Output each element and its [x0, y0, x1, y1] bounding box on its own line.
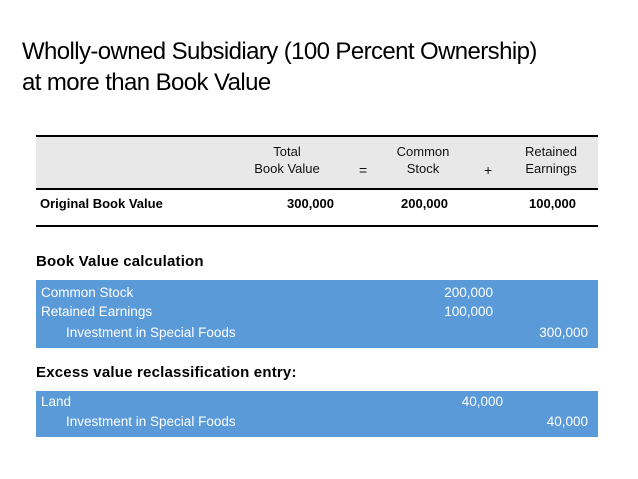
slide-title: Wholly-owned Subsidiary (100 Percent Own…	[22, 36, 622, 98]
journal-debit: 40,000	[461, 394, 503, 409]
journal-credit: 300,000	[539, 325, 588, 340]
journal-account: Retained Earnings	[41, 304, 153, 319]
header-total-line-1: Total	[273, 144, 301, 159]
slide-title-line-2: at more than Book Value	[22, 69, 271, 96]
journal-account: Land	[41, 394, 72, 409]
journal-account: Investment in Special Foods	[66, 325, 236, 340]
journal-debit: 100,000	[444, 304, 493, 319]
table-bottom-rule	[36, 225, 598, 227]
journal-row: Retained Earnings 100,000	[36, 302, 598, 321]
journal-row: Investment in Special Foods 300,000	[36, 323, 598, 342]
table-top-rule	[36, 135, 598, 137]
journal-debit: 200,000	[444, 285, 493, 300]
excess-entry-box: Land 40,000 Investment in Special Foods …	[36, 391, 598, 437]
book-value-calc-box: Common Stock 200,000 Retained Earnings 1…	[36, 280, 598, 348]
journal-row: Land 40,000	[36, 392, 598, 411]
journal-credit: 40,000	[546, 414, 588, 429]
header-total-book-value: Total Book Value	[242, 143, 332, 177]
plus-sign: +	[484, 162, 493, 178]
row-retained-value: 100,000	[529, 196, 576, 211]
excess-entry-label: Excess value reclassification entry:	[36, 364, 297, 381]
slide-title-line-1: Wholly-owned Subsidiary (100 Percent Own…	[22, 38, 537, 65]
header-common-stock: Common Stock	[378, 143, 468, 177]
header-total-line-2: Book Value	[254, 161, 320, 176]
header-retained-earnings: Retained Earnings	[506, 143, 596, 177]
header-retained-line-1: Retained	[524, 144, 578, 159]
table-header-band	[36, 135, 598, 188]
header-common-line-2: Stock	[406, 161, 440, 176]
journal-row: Investment in Special Foods 40,000	[36, 412, 598, 431]
row-total-value: 300,000	[287, 196, 334, 211]
equals-sign: =	[359, 162, 368, 178]
header-common-line-1: Common	[396, 144, 450, 159]
journal-account: Common Stock	[41, 285, 134, 300]
journal-row: Common Stock 200,000	[36, 283, 598, 302]
table-header-rule	[36, 188, 598, 190]
book-value-table: Total Book Value = Common Stock + Retain…	[36, 135, 598, 227]
book-value-calc-label: Book Value calculation	[36, 253, 204, 270]
row-label-original-book-value: Original Book Value	[40, 196, 163, 211]
journal-account: Investment in Special Foods	[66, 414, 236, 429]
row-common-value: 200,000	[401, 196, 448, 211]
header-retained-line-2: Earnings	[525, 161, 577, 176]
